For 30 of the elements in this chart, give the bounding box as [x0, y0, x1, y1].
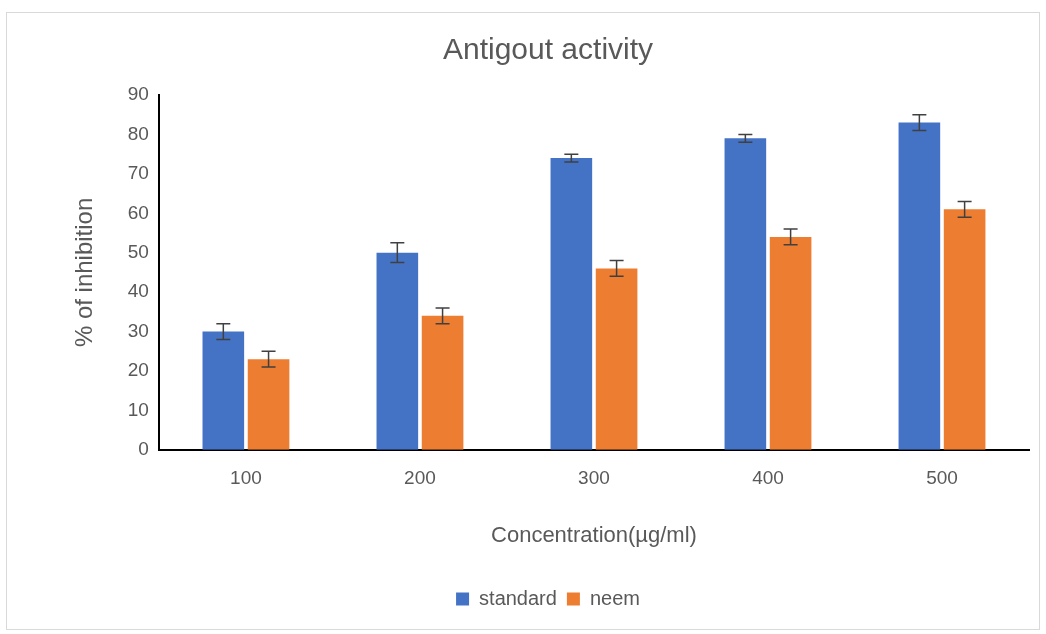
- bar: [247, 359, 290, 450]
- y-tick-label: 40: [127, 280, 149, 302]
- y-tick-label: 90: [127, 83, 149, 105]
- y-tick-label: 0: [138, 438, 149, 460]
- bar: [898, 122, 941, 450]
- y-tick-label: 80: [127, 122, 149, 144]
- bar: [421, 315, 464, 450]
- bar: [202, 331, 245, 450]
- x-tick-label: 500: [926, 467, 958, 489]
- x-axis-title: Concentration(µg/ml): [491, 521, 697, 547]
- x-tick-label: 200: [404, 467, 436, 489]
- y-axis-title: % of inhibition: [70, 197, 98, 348]
- y-tick-label: 70: [127, 162, 149, 184]
- bar: [724, 138, 767, 450]
- legend-label: standard: [479, 586, 557, 609]
- y-tick-label: 20: [127, 359, 149, 381]
- y-tick-label: 10: [127, 398, 149, 420]
- bar: [595, 268, 638, 450]
- bar: [550, 158, 593, 450]
- x-tick-label: 300: [578, 467, 610, 489]
- x-tick-label: 100: [230, 467, 262, 489]
- legend-label: neem: [589, 586, 640, 609]
- y-tick-label: 50: [127, 240, 149, 262]
- y-tick-label: 30: [127, 319, 149, 341]
- bar: [376, 252, 419, 450]
- x-tick-label: 400: [752, 467, 784, 489]
- bar: [943, 209, 986, 450]
- y-tick-label: 60: [127, 201, 149, 223]
- chart-title: Antigout activity: [442, 32, 654, 66]
- bar: [769, 236, 812, 450]
